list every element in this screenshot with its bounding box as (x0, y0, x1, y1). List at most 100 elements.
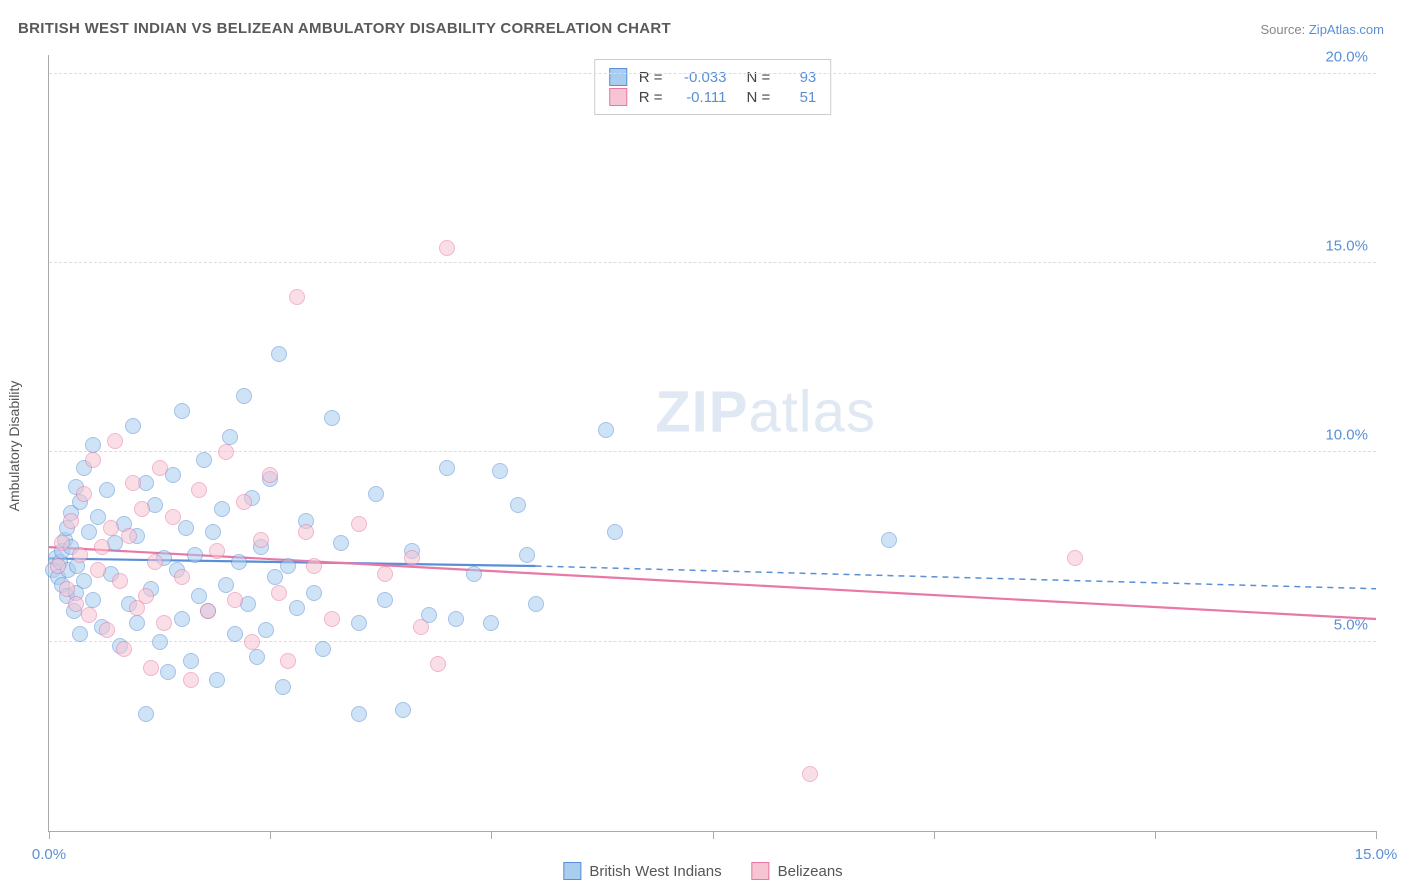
data-point (244, 634, 260, 650)
data-point (289, 289, 305, 305)
data-point (466, 566, 482, 582)
data-point (258, 622, 274, 638)
x-tick (49, 831, 50, 839)
data-point (528, 596, 544, 612)
legend-swatch (563, 862, 581, 880)
data-point (1067, 550, 1083, 566)
data-point (222, 429, 238, 445)
data-point (125, 475, 141, 491)
data-point (143, 660, 159, 676)
data-point (209, 672, 225, 688)
r-value: -0.111 (675, 89, 727, 106)
data-point (448, 611, 464, 627)
data-point (121, 528, 137, 544)
data-point (439, 240, 455, 256)
data-point (72, 626, 88, 642)
data-point (231, 554, 247, 570)
data-point (174, 403, 190, 419)
data-point (54, 535, 70, 551)
data-point (205, 524, 221, 540)
data-point (76, 486, 92, 502)
data-point (209, 543, 225, 559)
legend-swatch (752, 862, 770, 880)
watermark-light: atlas (748, 379, 876, 444)
stats-row: R =-0.111N =51 (609, 88, 817, 106)
data-point (298, 524, 314, 540)
data-point (280, 653, 296, 669)
data-point (187, 547, 203, 563)
legend-label: British West Indians (589, 863, 721, 880)
data-point (129, 615, 145, 631)
x-tick-label: 15.0% (1355, 846, 1398, 863)
plot-area: ZIPatlas R =-0.033N =93R =-0.111N =51 5.… (48, 55, 1376, 832)
data-point (404, 550, 420, 566)
y-tick-label: 20.0% (1325, 48, 1368, 65)
n-label: N = (747, 89, 771, 106)
data-point (253, 532, 269, 548)
data-point (598, 422, 614, 438)
data-point (324, 611, 340, 627)
data-point (377, 592, 393, 608)
chart-title: BRITISH WEST INDIAN VS BELIZEAN AMBULATO… (18, 20, 671, 37)
data-point (99, 482, 115, 498)
data-point (160, 664, 176, 680)
x-tick (1376, 831, 1377, 839)
data-point (174, 611, 190, 627)
data-point (63, 513, 79, 529)
x-tick (270, 831, 271, 839)
data-point (351, 516, 367, 532)
grid-line (49, 451, 1376, 452)
watermark-bold: ZIP (655, 379, 748, 444)
data-point (395, 702, 411, 718)
data-point (178, 520, 194, 536)
data-point (275, 679, 291, 695)
data-point (116, 641, 132, 657)
data-point (519, 547, 535, 563)
data-point (607, 524, 623, 540)
data-point (315, 641, 331, 657)
data-point (377, 566, 393, 582)
grid-line (49, 73, 1376, 74)
data-point (152, 460, 168, 476)
data-point (138, 588, 154, 604)
data-point (85, 437, 101, 453)
y-axis-label: Ambulatory Disability (6, 381, 22, 512)
data-point (196, 452, 212, 468)
data-point (191, 482, 207, 498)
data-point (107, 433, 123, 449)
data-point (218, 577, 234, 593)
x-tick (713, 831, 714, 839)
data-point (134, 501, 150, 517)
data-point (227, 626, 243, 642)
source-link[interactable]: ZipAtlas.com (1309, 22, 1384, 37)
data-point (165, 509, 181, 525)
legend-label: Belizeans (778, 863, 843, 880)
data-point (227, 592, 243, 608)
data-point (81, 524, 97, 540)
legend-item: Belizeans (752, 862, 843, 880)
data-point (183, 653, 199, 669)
data-point (200, 603, 216, 619)
data-point (881, 532, 897, 548)
r-label: R = (639, 89, 663, 106)
data-point (271, 346, 287, 362)
watermark: ZIPatlas (655, 378, 876, 445)
source-attribution: Source: ZipAtlas.com (1260, 22, 1384, 37)
data-point (324, 410, 340, 426)
data-point (236, 494, 252, 510)
n-value: 93 (782, 69, 816, 86)
r-label: R = (639, 69, 663, 86)
r-value: -0.033 (675, 69, 727, 86)
data-point (214, 501, 230, 517)
data-point (413, 619, 429, 635)
data-point (152, 634, 168, 650)
data-point (218, 444, 234, 460)
data-point (280, 558, 296, 574)
legend-bottom: British West Indians Belizeans (563, 862, 842, 880)
data-point (174, 569, 190, 585)
y-tick-label: 15.0% (1325, 238, 1368, 255)
data-point (333, 535, 349, 551)
trend-lines-layer (49, 55, 1376, 831)
data-point (430, 656, 446, 672)
data-point (191, 588, 207, 604)
